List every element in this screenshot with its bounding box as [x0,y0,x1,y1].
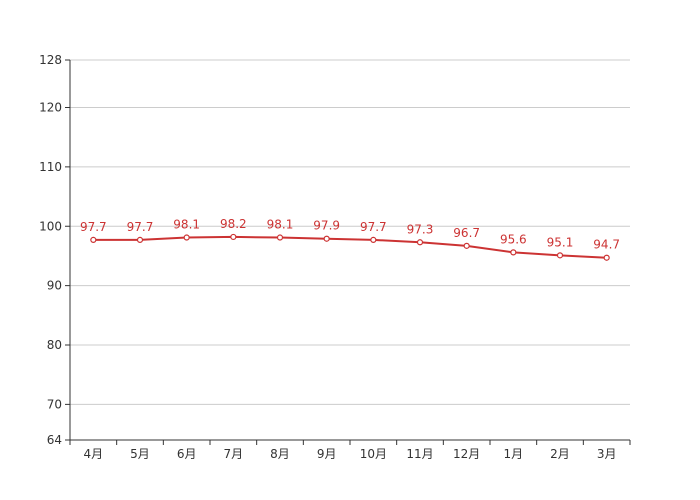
x-tick-label: 11月 [406,447,433,461]
data-point [230,233,237,241]
x-axis-ticks: 4月 5月 6月 7月 8月 9月 10月 11月 12月 1月 2月 3月 [69,440,631,461]
data-label: 95.1 [547,235,574,249]
data-point [603,254,610,261]
data-label: 97.9 [313,219,340,233]
data-point [323,235,330,242]
series-line-path [93,235,607,259]
data-point [276,234,284,241]
axes [69,60,630,441]
data-point [556,252,564,259]
x-tick-label: 10月 [360,447,387,461]
data-label: 98.2 [220,217,247,231]
x-tick-label: 8月 [270,447,290,461]
data-label: 98.1 [267,218,294,232]
x-tick-label: 3月 [597,447,617,461]
data-point [416,239,424,246]
data-label: 97.7 [80,220,107,234]
data-labels: 97.7 97.7 98.1 98.2 98.1 97.9 97.7 97.3 96.7 95.6… [80,217,620,252]
y-tick-label: 80 [47,338,62,352]
grid-lines [70,59,630,405]
x-tick-label: 1月 [504,447,524,461]
data-label: 97.7 [127,220,154,234]
y-tick-label: 120 [39,101,62,115]
series-line [93,235,607,259]
y-tick-label: 110 [39,160,62,174]
data-point [463,242,470,249]
x-tick-label: 12月 [453,447,480,461]
y-tick-label: 64 [47,433,62,447]
data-markers [90,233,610,261]
x-tick-label: 2月 [550,447,570,461]
x-tick-label: 9月 [317,447,337,461]
x-tick-label: 4月 [84,447,104,461]
y-tick-label: 128 [39,53,62,67]
data-point [183,234,190,241]
data-point [136,236,144,244]
data-label: 98.1 [173,218,200,232]
x-tick-label: 5月 [130,447,150,461]
data-label: 96.7 [453,226,480,240]
x-tick-label: 6月 [177,447,197,461]
x-tick-label: 7月 [224,447,244,461]
data-label: 95.6 [500,232,527,246]
data-point [370,236,377,244]
data-point [90,236,97,244]
y-tick-label: 70 [47,397,62,411]
y-axis-ticks: 64 70 80 90 100 110 120 128 [39,53,70,447]
data-label: 97.7 [360,220,387,234]
y-tick-label: 90 [47,279,62,293]
data-label: 97.3 [407,222,434,236]
y-tick-label: 100 [39,219,62,233]
data-label: 94.7 [593,238,620,252]
data-point [510,249,517,256]
